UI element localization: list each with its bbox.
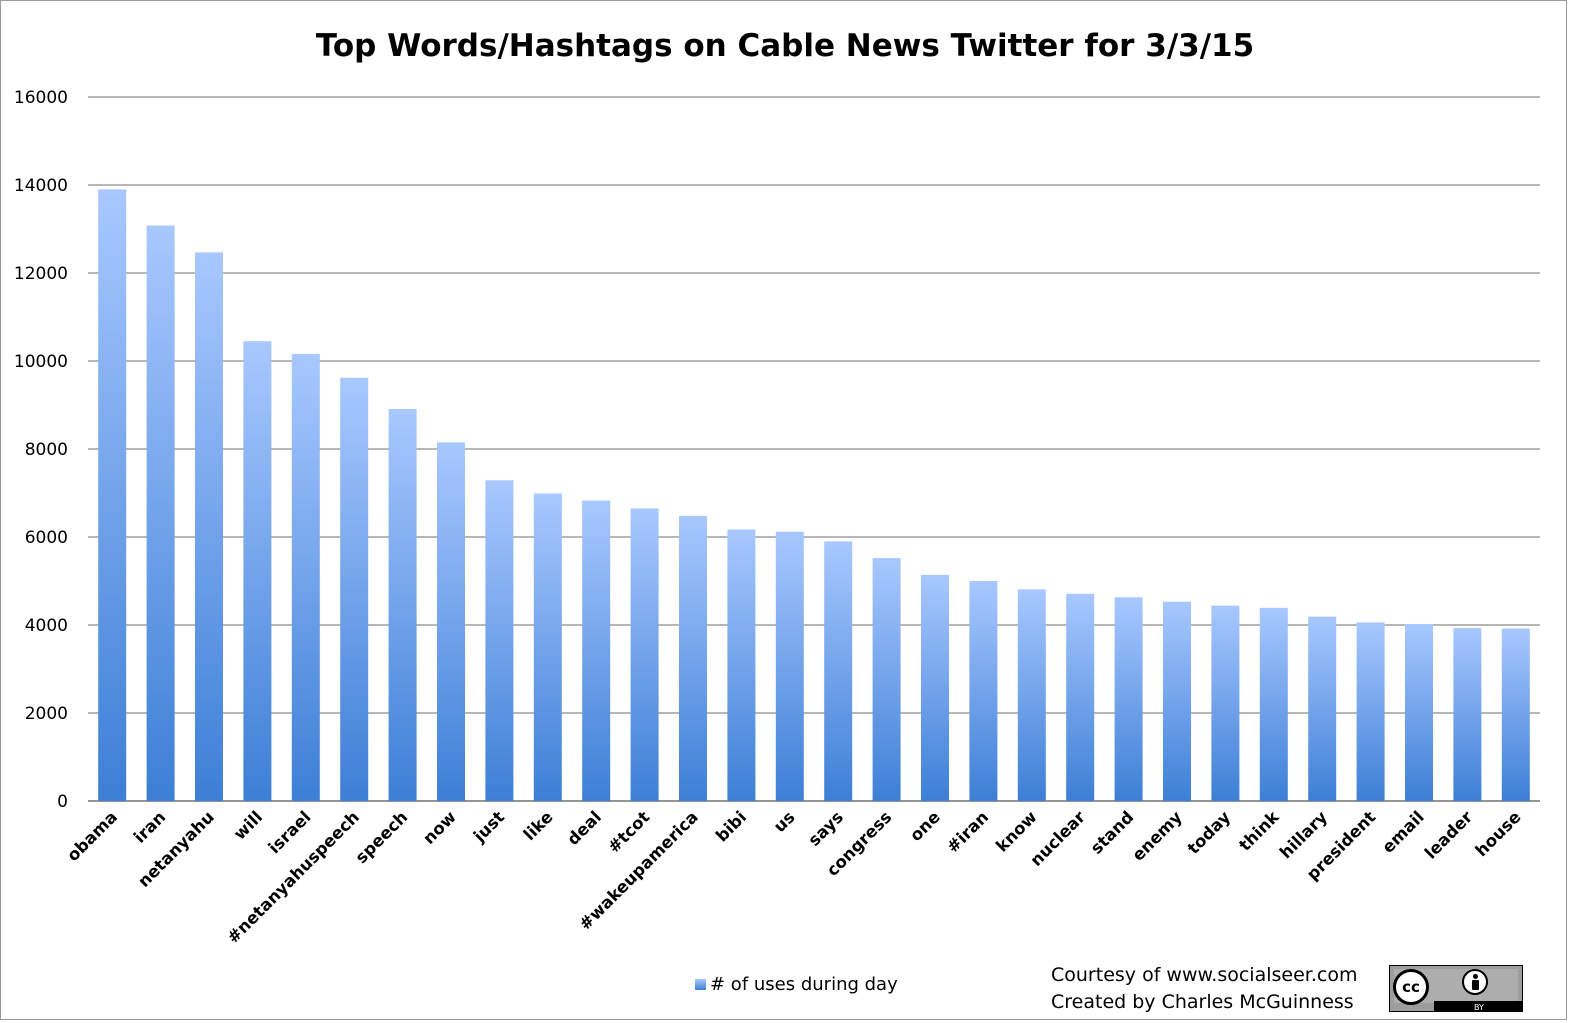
bar-iran (146, 225, 175, 802)
bar-house (1501, 628, 1530, 801)
y-tick-label: 10000 (14, 352, 68, 372)
x-tick-label: just (469, 807, 508, 846)
cc-icon: cc (1393, 969, 1429, 1005)
bar-think (1259, 607, 1288, 801)
badge-strip (1434, 1001, 1522, 1011)
y-tick-label: 8000 (25, 440, 68, 460)
y-axis-ticks: 0 2000 4000 6000 8000 10000 12000 14000 16000 (14, 88, 68, 812)
credit-line-author: Created by Charles McGuinness (1051, 991, 1354, 1013)
x-tick-label: #iran (943, 807, 992, 856)
x-tick-label: speech (352, 807, 412, 867)
bar-enemy (1163, 601, 1191, 801)
bar-president (1356, 622, 1385, 801)
bar-hashtag-wakeupamerica (679, 515, 707, 801)
bar-netanyahu (195, 252, 223, 801)
credit-text: Courtesy of www.socialseer.com Created b… (1051, 962, 1357, 1016)
bar-email (1405, 624, 1433, 801)
y-tick-label: 2000 (25, 704, 68, 724)
x-tick-label: deal (563, 807, 605, 849)
x-tick-label: today (1184, 807, 1235, 858)
bar-hashtag-tcot (630, 508, 659, 801)
x-tick-label: us (770, 807, 799, 836)
person-body-shape (1472, 980, 1479, 990)
bar-hashtag-iran (969, 581, 998, 801)
bar-deal (582, 500, 611, 801)
bar-bibi (727, 529, 756, 801)
y-tick-label: 0 (57, 792, 68, 812)
x-tick-label: enemy (1128, 807, 1186, 865)
bars (98, 189, 1530, 802)
bar-like (533, 493, 562, 801)
creative-commons-by-icon: cc BY (1389, 965, 1523, 1012)
gridlines (88, 96, 1540, 802)
x-tick-label: bibi (712, 807, 750, 845)
bar-know (1017, 589, 1046, 801)
y-tick-label: 14000 (14, 176, 68, 196)
bar-hillary (1308, 616, 1337, 801)
x-tick-label: iran (130, 807, 169, 846)
x-tick-label: like (520, 807, 557, 844)
bar-israel (291, 353, 320, 801)
by-label: BY (1474, 1003, 1484, 1012)
x-tick-label: leader (1421, 807, 1477, 863)
bar-now (437, 442, 465, 801)
bar-leader (1453, 628, 1482, 801)
x-tick-label: one (906, 807, 944, 845)
bar-today (1211, 605, 1240, 801)
bar-hashtag-netanyahuspeech (340, 377, 369, 801)
y-tick-label: 16000 (14, 88, 68, 108)
chart-title: Top Words/Hashtags on Cable News Twitter… (315, 28, 1255, 64)
legend-label: # of uses during day (710, 974, 898, 995)
bar-us (775, 531, 804, 801)
bar-speech (388, 408, 417, 801)
bar-says (824, 541, 853, 801)
bar-nuclear (1066, 593, 1095, 801)
attribution-person-icon (1462, 969, 1488, 995)
x-tick-label: obama (63, 807, 121, 865)
bar-obama (98, 189, 127, 801)
x-tick-label: now (419, 807, 460, 848)
x-tick-label: will (230, 807, 266, 843)
credit-line-source: Courtesy of www.socialseer.com (1051, 964, 1358, 986)
y-tick-label: 12000 (14, 264, 68, 284)
bar-just (485, 480, 514, 801)
bar-congress (872, 558, 901, 801)
bar-stand (1114, 597, 1143, 801)
bar-will (243, 341, 272, 801)
x-tick-label: house (1472, 807, 1525, 860)
legend: # of uses during day (695, 974, 898, 995)
bar-one (921, 574, 949, 801)
person-head-shape (1473, 974, 1478, 979)
legend-swatch (695, 979, 706, 990)
y-tick-label: 6000 (25, 528, 68, 548)
y-tick-label: 4000 (25, 616, 68, 636)
x-tick-label: says (805, 807, 848, 850)
